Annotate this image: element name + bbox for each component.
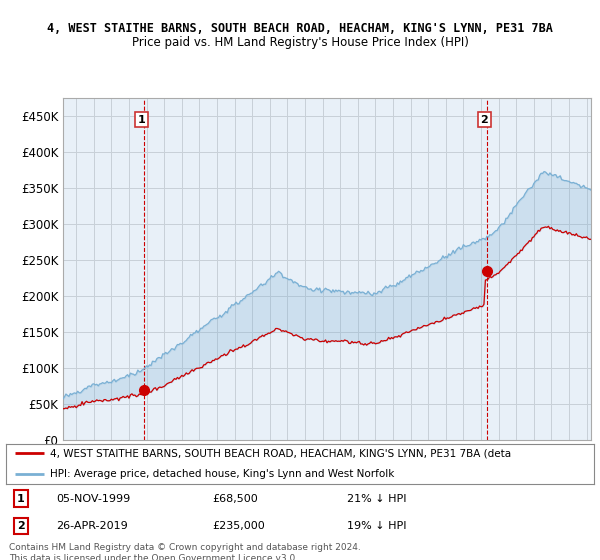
Text: 4, WEST STAITHE BARNS, SOUTH BEACH ROAD, HEACHAM, KING'S LYNN, PE31 7BA: 4, WEST STAITHE BARNS, SOUTH BEACH ROAD,…: [47, 22, 553, 35]
Text: 4, WEST STAITHE BARNS, SOUTH BEACH ROAD, HEACHAM, KING'S LYNN, PE31 7BA (deta: 4, WEST STAITHE BARNS, SOUTH BEACH ROAD,…: [50, 449, 511, 458]
Text: HPI: Average price, detached house, King's Lynn and West Norfolk: HPI: Average price, detached house, King…: [50, 469, 394, 478]
Text: £235,000: £235,000: [212, 521, 265, 531]
Text: 26-APR-2019: 26-APR-2019: [56, 521, 128, 531]
Text: Price paid vs. HM Land Registry's House Price Index (HPI): Price paid vs. HM Land Registry's House …: [131, 36, 469, 49]
Text: 19% ↓ HPI: 19% ↓ HPI: [347, 521, 407, 531]
Text: 05-NOV-1999: 05-NOV-1999: [56, 493, 130, 503]
Text: 1: 1: [137, 115, 145, 124]
Text: 1: 1: [17, 493, 25, 503]
Text: 2: 2: [480, 115, 488, 124]
Text: 21% ↓ HPI: 21% ↓ HPI: [347, 493, 407, 503]
Text: £68,500: £68,500: [212, 493, 257, 503]
Text: 2: 2: [17, 521, 25, 531]
Text: Contains HM Land Registry data © Crown copyright and database right 2024.
This d: Contains HM Land Registry data © Crown c…: [9, 543, 361, 560]
